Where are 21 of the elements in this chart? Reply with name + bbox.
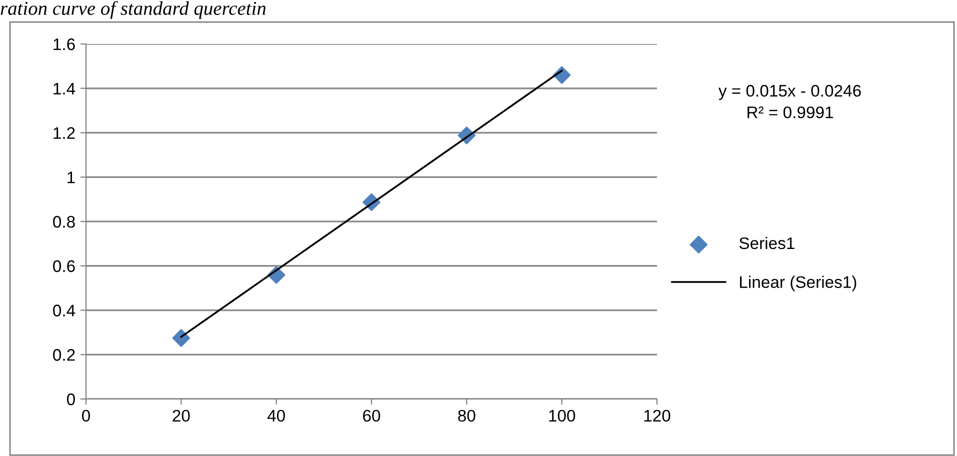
y-tick-label: 1.4 [54, 82, 76, 94]
y-tick-label: 1.6 [54, 38, 75, 50]
legend-label: Linear (Series1) [740, 276, 856, 292]
y-tick-label: 0 [66, 393, 75, 406]
x-tick-label: 100 [549, 410, 576, 422]
x-tick-label: 20 [172, 410, 190, 422]
point [172, 329, 190, 347]
text: y = 0.015x - 0.0246 R² = 0.9991 [718, 84, 861, 118]
x-tick-label: 0 [82, 410, 90, 422]
y-tick-label: 0.6 [53, 260, 75, 272]
y-tick-label: 0.4 [53, 304, 76, 316]
legend-label: Series1 [739, 236, 794, 250]
y-tick-label: 1 [68, 172, 75, 184]
y-tick-label: 0.2 [53, 349, 75, 361]
x-tick-label: 60 [363, 410, 380, 422]
x-tick-label: 120 [644, 410, 670, 422]
y-tick-label: 1.2 [54, 127, 75, 139]
x-tick-label: 80 [458, 410, 476, 422]
y-tick-label: 0.8 [53, 216, 75, 228]
x-tick-label: 40 [267, 410, 285, 422]
chart-title: ration curve of standard quercetin [0, 1, 266, 19]
